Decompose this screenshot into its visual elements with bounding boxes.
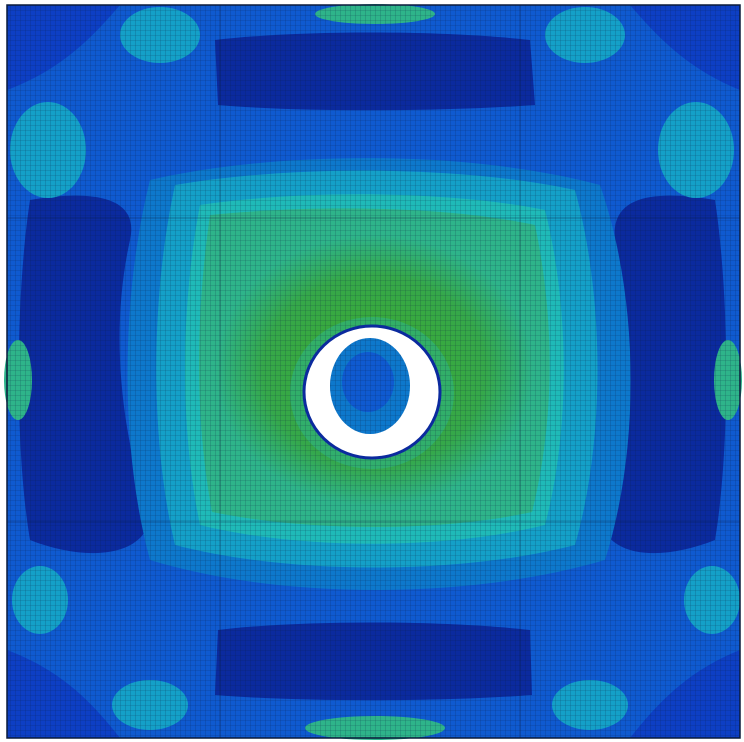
seam-lines [7, 5, 740, 738]
hole-inner-core-mesh [330, 338, 410, 434]
domain-border [6, 4, 741, 739]
hole-rim [302, 324, 442, 460]
